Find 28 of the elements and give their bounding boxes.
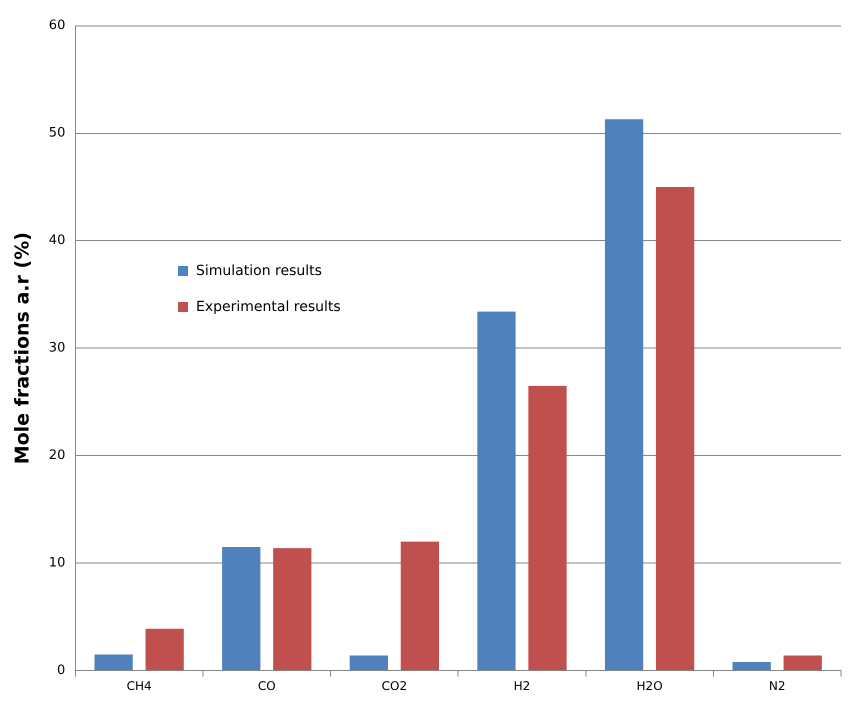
x-tick-label: N2 [768,678,786,693]
bar [656,187,694,670]
bar [732,662,771,670]
x-tick-label: CO2 [382,678,408,693]
bar [477,312,516,670]
bar [604,119,644,670]
bar [146,628,184,670]
bar [784,656,822,670]
x-tick-label: CH4 [126,678,152,693]
x-tick-label: H2 [514,678,530,693]
y-tick-label: 0 [57,662,66,678]
bar [350,656,388,670]
bar [528,386,567,670]
bar [400,542,440,670]
bar [94,654,133,670]
y-tick-label: 40 [48,233,66,248]
y-tick-label: 60 [48,18,66,34]
y-tick-label: 20 [48,448,66,464]
bar [273,548,312,670]
bar [222,547,260,670]
y-axis-title: Mole fractions a.r (%) [11,232,34,464]
legend-label: Simulation results [196,263,322,279]
y-tick-label: 50 [48,126,66,141]
y-tick-label: 10 [48,556,66,571]
x-tick-label: CO [258,678,276,693]
legend-label: Experimental results [196,299,341,315]
x-tick-label: H2O [636,678,663,693]
y-tick-label: 30 [48,340,66,356]
